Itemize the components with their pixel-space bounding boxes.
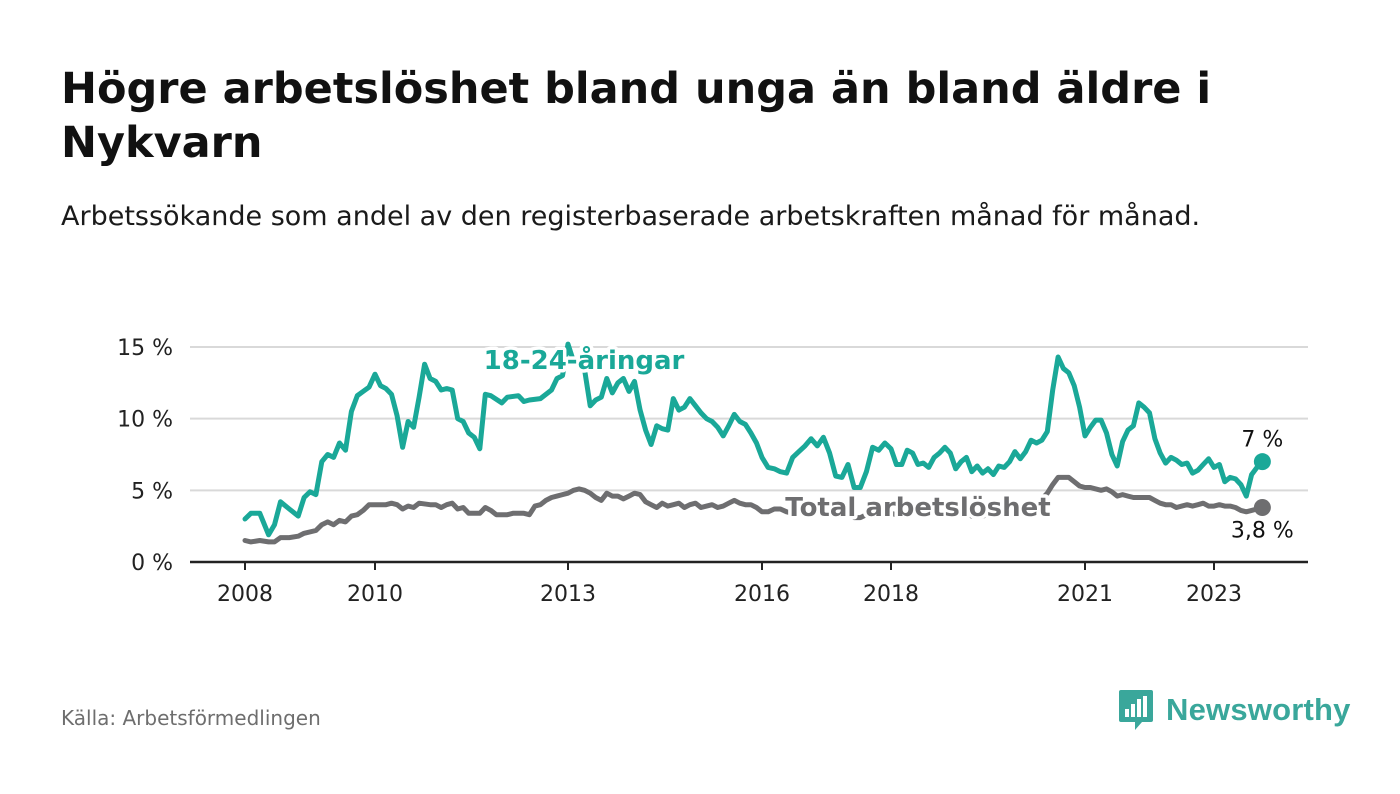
x-tick-label: 2018: [863, 582, 919, 607]
x-tick-label: 2008: [217, 582, 273, 607]
y-tick-label: 10 %: [117, 408, 173, 433]
x-axis-ticks: 2008 2010 2013 2016 2018 2021 2023: [217, 562, 1242, 607]
end-marker-youth: [1253, 453, 1271, 471]
y-tick-label: 0 %: [131, 551, 173, 576]
newsworthy-logo-icon: [1119, 690, 1153, 730]
x-tick-label: 2023: [1186, 582, 1242, 607]
y-tick-label: 5 %: [131, 479, 173, 504]
series-label-youth: 18-24-åringar: [484, 344, 685, 376]
grid-lines: [190, 346, 1308, 564]
brand-logo[interactable]: Newsworthy: [1118, 688, 1351, 732]
end-value-total-halo: 3,8 %: [1231, 519, 1294, 544]
series-label-total-halo: Total arbetslöshet: [785, 493, 1050, 523]
series-label-youth-halo: 18-24-åringar: [484, 344, 685, 376]
end-value-youth: 7 %: [1241, 428, 1283, 453]
x-tick-label: 2010: [347, 582, 403, 607]
brand-name: Newsworthy: [1166, 692, 1351, 727]
end-marker-total: [1253, 499, 1271, 517]
end-value-youth-halo: 7 %: [1241, 428, 1283, 453]
series-line-youth: [242, 341, 1265, 538]
y-axis-ticks: 0 % 5 % 10 % 15 %: [117, 336, 173, 576]
y-tick-label: 15 %: [117, 336, 173, 361]
source-note: Källa: Arbetsförmedlingen: [61, 706, 321, 730]
end-value-total: 3,8 %: [1231, 519, 1294, 544]
series-line-total: [242, 474, 1265, 545]
series-label-total: Total arbetslöshet: [785, 493, 1050, 523]
x-tick-label: 2013: [540, 582, 596, 607]
chart-subtitle: Arbetssökande som andel av den registerb…: [61, 201, 1201, 232]
x-tick-label: 2021: [1057, 582, 1113, 607]
chart-title: Högre arbetslöshet bland unga än bland ä…: [61, 64, 1212, 168]
x-tick-label: 2016: [734, 582, 790, 607]
series-lines: [242, 341, 1271, 545]
